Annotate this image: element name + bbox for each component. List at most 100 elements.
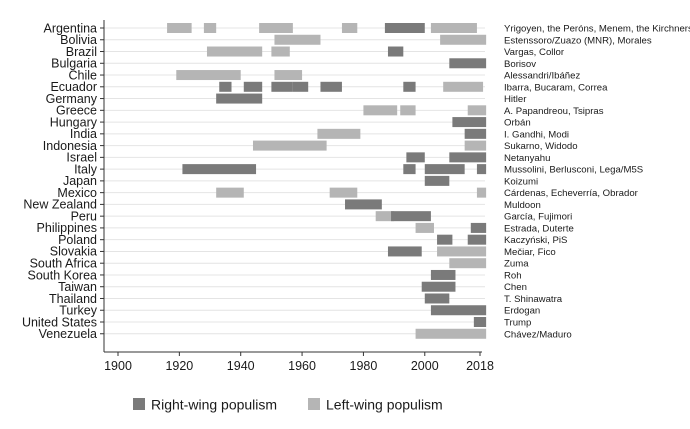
left-wing-spell-bar (274, 34, 321, 45)
leader-label: Ibarra, Bucaram, Correa (504, 82, 608, 93)
country-label: South Africa (30, 257, 97, 271)
country-label: Bolivia (60, 33, 97, 47)
left-wing-spell-bar (430, 23, 477, 33)
country-label: Taiwan (58, 280, 97, 294)
left-wing-spell-bar (443, 81, 484, 92)
leader-label: I. Gandhi, Modi (504, 129, 569, 140)
leader-label: Mečiar, Fico (504, 247, 556, 258)
country-label: Peru (71, 209, 97, 223)
right-wing-spell-bar (391, 211, 431, 222)
right-wing-spell-bar (387, 46, 404, 57)
right-wing-spell-bar (430, 305, 487, 316)
right-wing-spell-bar (271, 81, 293, 92)
right-wing-spell-bar (243, 81, 263, 92)
leader-label: Kaczyński, PiS (504, 235, 567, 246)
leader-label: García, Fujimori (504, 212, 572, 223)
country-label: Italy (74, 162, 98, 176)
country-label: South Korea (28, 268, 98, 282)
left-wing-spell-bar (464, 140, 487, 151)
right-wing-spell-bar (421, 281, 456, 292)
leader-label: Cárdenas, Echeverría, Obrador (504, 188, 639, 199)
right-wing-spell-bar (424, 164, 465, 175)
leader-label: A. Papandreou, Tsipras (504, 106, 604, 117)
country-label: Hungary (50, 115, 98, 129)
leader-label: Koizumi (504, 176, 538, 187)
x-tick-label: 2000 (411, 359, 439, 373)
axis-layer (100, 20, 482, 353)
left-wing-spell-bar (449, 258, 487, 269)
left-wing-spell-bar (437, 246, 487, 257)
left-wing-spell-bar (206, 46, 263, 57)
right-wing-spell-bar (464, 128, 487, 139)
left-wing-spell-bar (203, 23, 217, 33)
country-label: Mexico (57, 186, 97, 200)
leader-label: Orbán (504, 118, 531, 129)
right-wing-spell-bar (216, 93, 263, 104)
right-wing-spell-bar (476, 164, 487, 175)
right-wing-spell-bar (467, 234, 487, 245)
country-label: Philippines (37, 221, 97, 235)
leader-label: Estrada, Duterte (504, 223, 574, 234)
country-label: Greece (56, 104, 97, 118)
left-wing-spell-bar (274, 70, 303, 81)
leader-label: T. Shinawatra (504, 294, 563, 305)
right-wing-spell-bar (345, 199, 382, 210)
right-wing-spell-bar (403, 164, 416, 175)
left-wing-spell-bar (375, 211, 395, 222)
right-wing-spell-bar (403, 81, 416, 92)
leader-label: Mussolini, Berlusconi, Lega/M5S (504, 165, 643, 176)
right-wing-spell-bar (292, 81, 309, 92)
country-label: Chile (69, 68, 98, 82)
left-wing-spell-bar (400, 105, 416, 116)
leader-label: Yrigoyen, the Peróns, Menem, the Kirchne… (504, 24, 690, 35)
leader-label: Erdogan (504, 306, 540, 317)
country-label: Poland (58, 233, 97, 247)
left-wing-legend-swatch (308, 398, 320, 410)
country-label: Brazil (66, 45, 97, 59)
right-wing-spell-bar (437, 234, 453, 245)
right-wing-spell-bar (470, 222, 487, 233)
leader-label: Alessandri/Ibáñez (504, 71, 580, 82)
x-tick-label: 1940 (227, 359, 255, 373)
right-wing-spell-bar (219, 81, 232, 92)
right-wing-spell-bar (430, 269, 456, 280)
country-label: Israel (66, 151, 97, 165)
leader-label: Chávez/Maduro (504, 329, 572, 340)
right-wing-spell-bar (449, 152, 487, 163)
right-wing-spell-bar (384, 23, 425, 33)
country-label: Thailand (49, 292, 97, 306)
left-wing-spell-bar (271, 46, 290, 57)
country-label: Japan (63, 174, 97, 188)
left-wing-spell-bar (176, 70, 241, 81)
left-wing-spell-bar (467, 105, 487, 116)
leader-label: Estenssoro/Zuazo (MNR), Morales (504, 35, 652, 46)
country-label: Ecuador (50, 80, 97, 94)
right-wing-legend-label: Right-wing populism (151, 397, 277, 413)
right-wing-spell-bar (449, 58, 487, 69)
right-wing-spell-bar (406, 152, 425, 163)
leader-labels: Yrigoyen, the Peróns, Menem, the Kirchne… (504, 24, 690, 341)
country-label: Turkey (59, 304, 97, 318)
right-wing-spell-bar (473, 317, 487, 327)
leader-label: Hitler (504, 94, 527, 105)
left-wing-legend-label: Left-wing populism (326, 397, 443, 413)
country-label: Venezuela (39, 327, 97, 341)
left-wing-spell-bar (216, 187, 244, 198)
legend: Right-wing populism Left-wing populism (133, 397, 443, 413)
left-wing-spell-bar (329, 187, 358, 198)
leader-label: Netanyahu (504, 153, 550, 164)
country-label: Argentina (43, 21, 97, 35)
country-label: Germany (46, 92, 98, 106)
country-label: India (70, 127, 97, 141)
leader-label: Roh (504, 270, 522, 281)
country-labels: ArgentinaBoliviaBrazilBulgariaChileEcuad… (22, 21, 98, 341)
right-wing-spell-bar (320, 81, 342, 92)
left-wing-spell-bar (415, 222, 434, 233)
x-tick-label: 2018 (466, 359, 494, 373)
left-wing-spell-bar (167, 23, 192, 33)
leader-label: Borisov (504, 59, 536, 70)
right-wing-spell-bar (424, 293, 450, 304)
country-label: United States (22, 315, 97, 329)
